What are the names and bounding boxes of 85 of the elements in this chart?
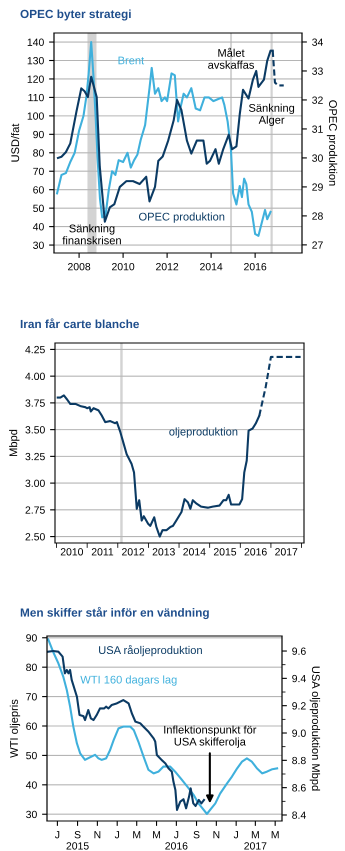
x-tick-label: 2011: [92, 548, 114, 556]
series-label: OPEC produktion: [139, 212, 224, 223]
x-tick-label: 2017: [275, 548, 298, 556]
chart-title: Iran får carte blanche: [20, 318, 140, 328]
y2-tick-label: 27: [312, 241, 323, 249]
series-label: Brent: [118, 56, 144, 64]
y-tick-label: 130: [28, 57, 44, 64]
x-tick-label: 2008: [68, 262, 90, 270]
y-tick-label: 50: [33, 204, 44, 212]
y-axis-title: WTI oljepris: [10, 700, 20, 758]
series-label: oljeproduktion: [169, 427, 238, 438]
y2-tick-label: 9.4: [292, 674, 306, 682]
y2-tick-label: 8.6: [292, 784, 306, 792]
y2-tick-label: 29: [312, 183, 323, 191]
y2-tick-label: 31: [312, 125, 323, 133]
y-tick-label: 90: [26, 634, 37, 642]
y-tick-label: 60: [26, 722, 37, 730]
y2-axis-title: OPEC produktion: [326, 100, 338, 186]
x-tick-label: 2010: [60, 548, 84, 556]
y-tick-label: 90: [33, 130, 44, 138]
x-tick-label: 2015: [214, 548, 236, 556]
y-tick-label: 50: [26, 752, 37, 760]
y2-tick-label: 34: [312, 38, 324, 46]
x-tick-label: 2012: [122, 548, 144, 556]
band-label: Sänkning Alger: [248, 104, 294, 126]
y-tick-label: 2.75: [26, 506, 45, 514]
y-axis-title: Mbpd: [9, 430, 20, 456]
y-tick-label: 30: [33, 242, 44, 249]
y-tick-label: 140: [28, 38, 44, 46]
x-tick-label: 2010: [112, 262, 134, 270]
y-tick-label: 80: [33, 149, 44, 157]
y-tick-label: 4.25: [25, 346, 45, 354]
y2-tick-label: 9.0: [292, 730, 306, 737]
x-tick-label: 2016: [244, 262, 266, 270]
chart-title: OPEC byter strategi: [20, 9, 131, 21]
y-tick-label: 30: [26, 810, 37, 818]
y-tick-label: 3.25: [25, 452, 45, 460]
y2-tick-label: 9.2: [292, 702, 306, 710]
band-label: Sänkning finanskrisen: [62, 224, 121, 244]
y2-tick-label: 33: [312, 67, 323, 75]
y-tick-label: 3.75: [25, 399, 45, 407]
y2-tick-label: 8.8: [292, 756, 306, 764]
annotation: Inflektionspunkt för USA skifferolja: [164, 725, 256, 748]
band-label: Målet avskaffas: [208, 48, 254, 69]
x-tick-label: J 2016: [165, 831, 188, 850]
x-tick-label: M: [272, 831, 279, 838]
x-tick-label: J: [114, 831, 120, 838]
y-tick-label: 4.00: [25, 372, 45, 380]
y-tick-label: 110: [28, 94, 44, 102]
x-tick-label: S 2015: [66, 830, 89, 850]
y2-axis-title: USA oljeproduktion Mbpd: [310, 666, 320, 790]
y-tick-label: 120: [28, 75, 44, 83]
y-tick-label: 3.00: [25, 480, 45, 487]
y-tick-label: 60: [33, 186, 44, 194]
chart-title: Men skiffer står inför en vändning: [20, 606, 209, 620]
x-tick-label: S: [194, 830, 200, 838]
x-tick-label: J: [54, 831, 60, 838]
x-tick-label: 2014: [183, 548, 206, 556]
y-tick-label: 100: [28, 112, 44, 120]
y2-tick-label: 28: [312, 212, 323, 220]
y-tick-label: 80: [26, 664, 37, 672]
y2-tick-label: 30: [312, 154, 323, 162]
x-tick-label: M 2017: [244, 831, 266, 850]
x-tick-label: 2013: [152, 548, 175, 556]
y2-tick-label: 8.4: [292, 811, 306, 819]
y-tick-label: 40: [26, 781, 37, 789]
y-tick-label: 3.50: [25, 426, 45, 434]
y-tick-label: 2.50: [26, 533, 45, 540]
text: USA råoljeproduktion: [99, 644, 202, 656]
x-tick-label: M: [133, 831, 140, 838]
x-tick-label: M: [153, 831, 160, 838]
y2-tick-label: 9.6: [292, 648, 306, 655]
y2-tick-label: 32: [312, 96, 323, 104]
x-tick-label: N: [94, 831, 100, 838]
line-series: [47, 638, 278, 815]
x-tick-label: 2012: [156, 262, 178, 270]
x-tick-label: N: [213, 831, 220, 838]
x-tick-label: 2016: [244, 548, 267, 556]
series-label: WTI 160 dagars lag: [80, 675, 177, 686]
y-axis-title: USD/fat: [10, 124, 20, 162]
y-tick-label: 70: [26, 693, 37, 700]
y-tick-label: 40: [32, 223, 44, 230]
x-tick-label: J: [234, 831, 238, 838]
x-tick-label: 2014: [200, 262, 222, 270]
y-tick-label: 70: [33, 168, 44, 176]
